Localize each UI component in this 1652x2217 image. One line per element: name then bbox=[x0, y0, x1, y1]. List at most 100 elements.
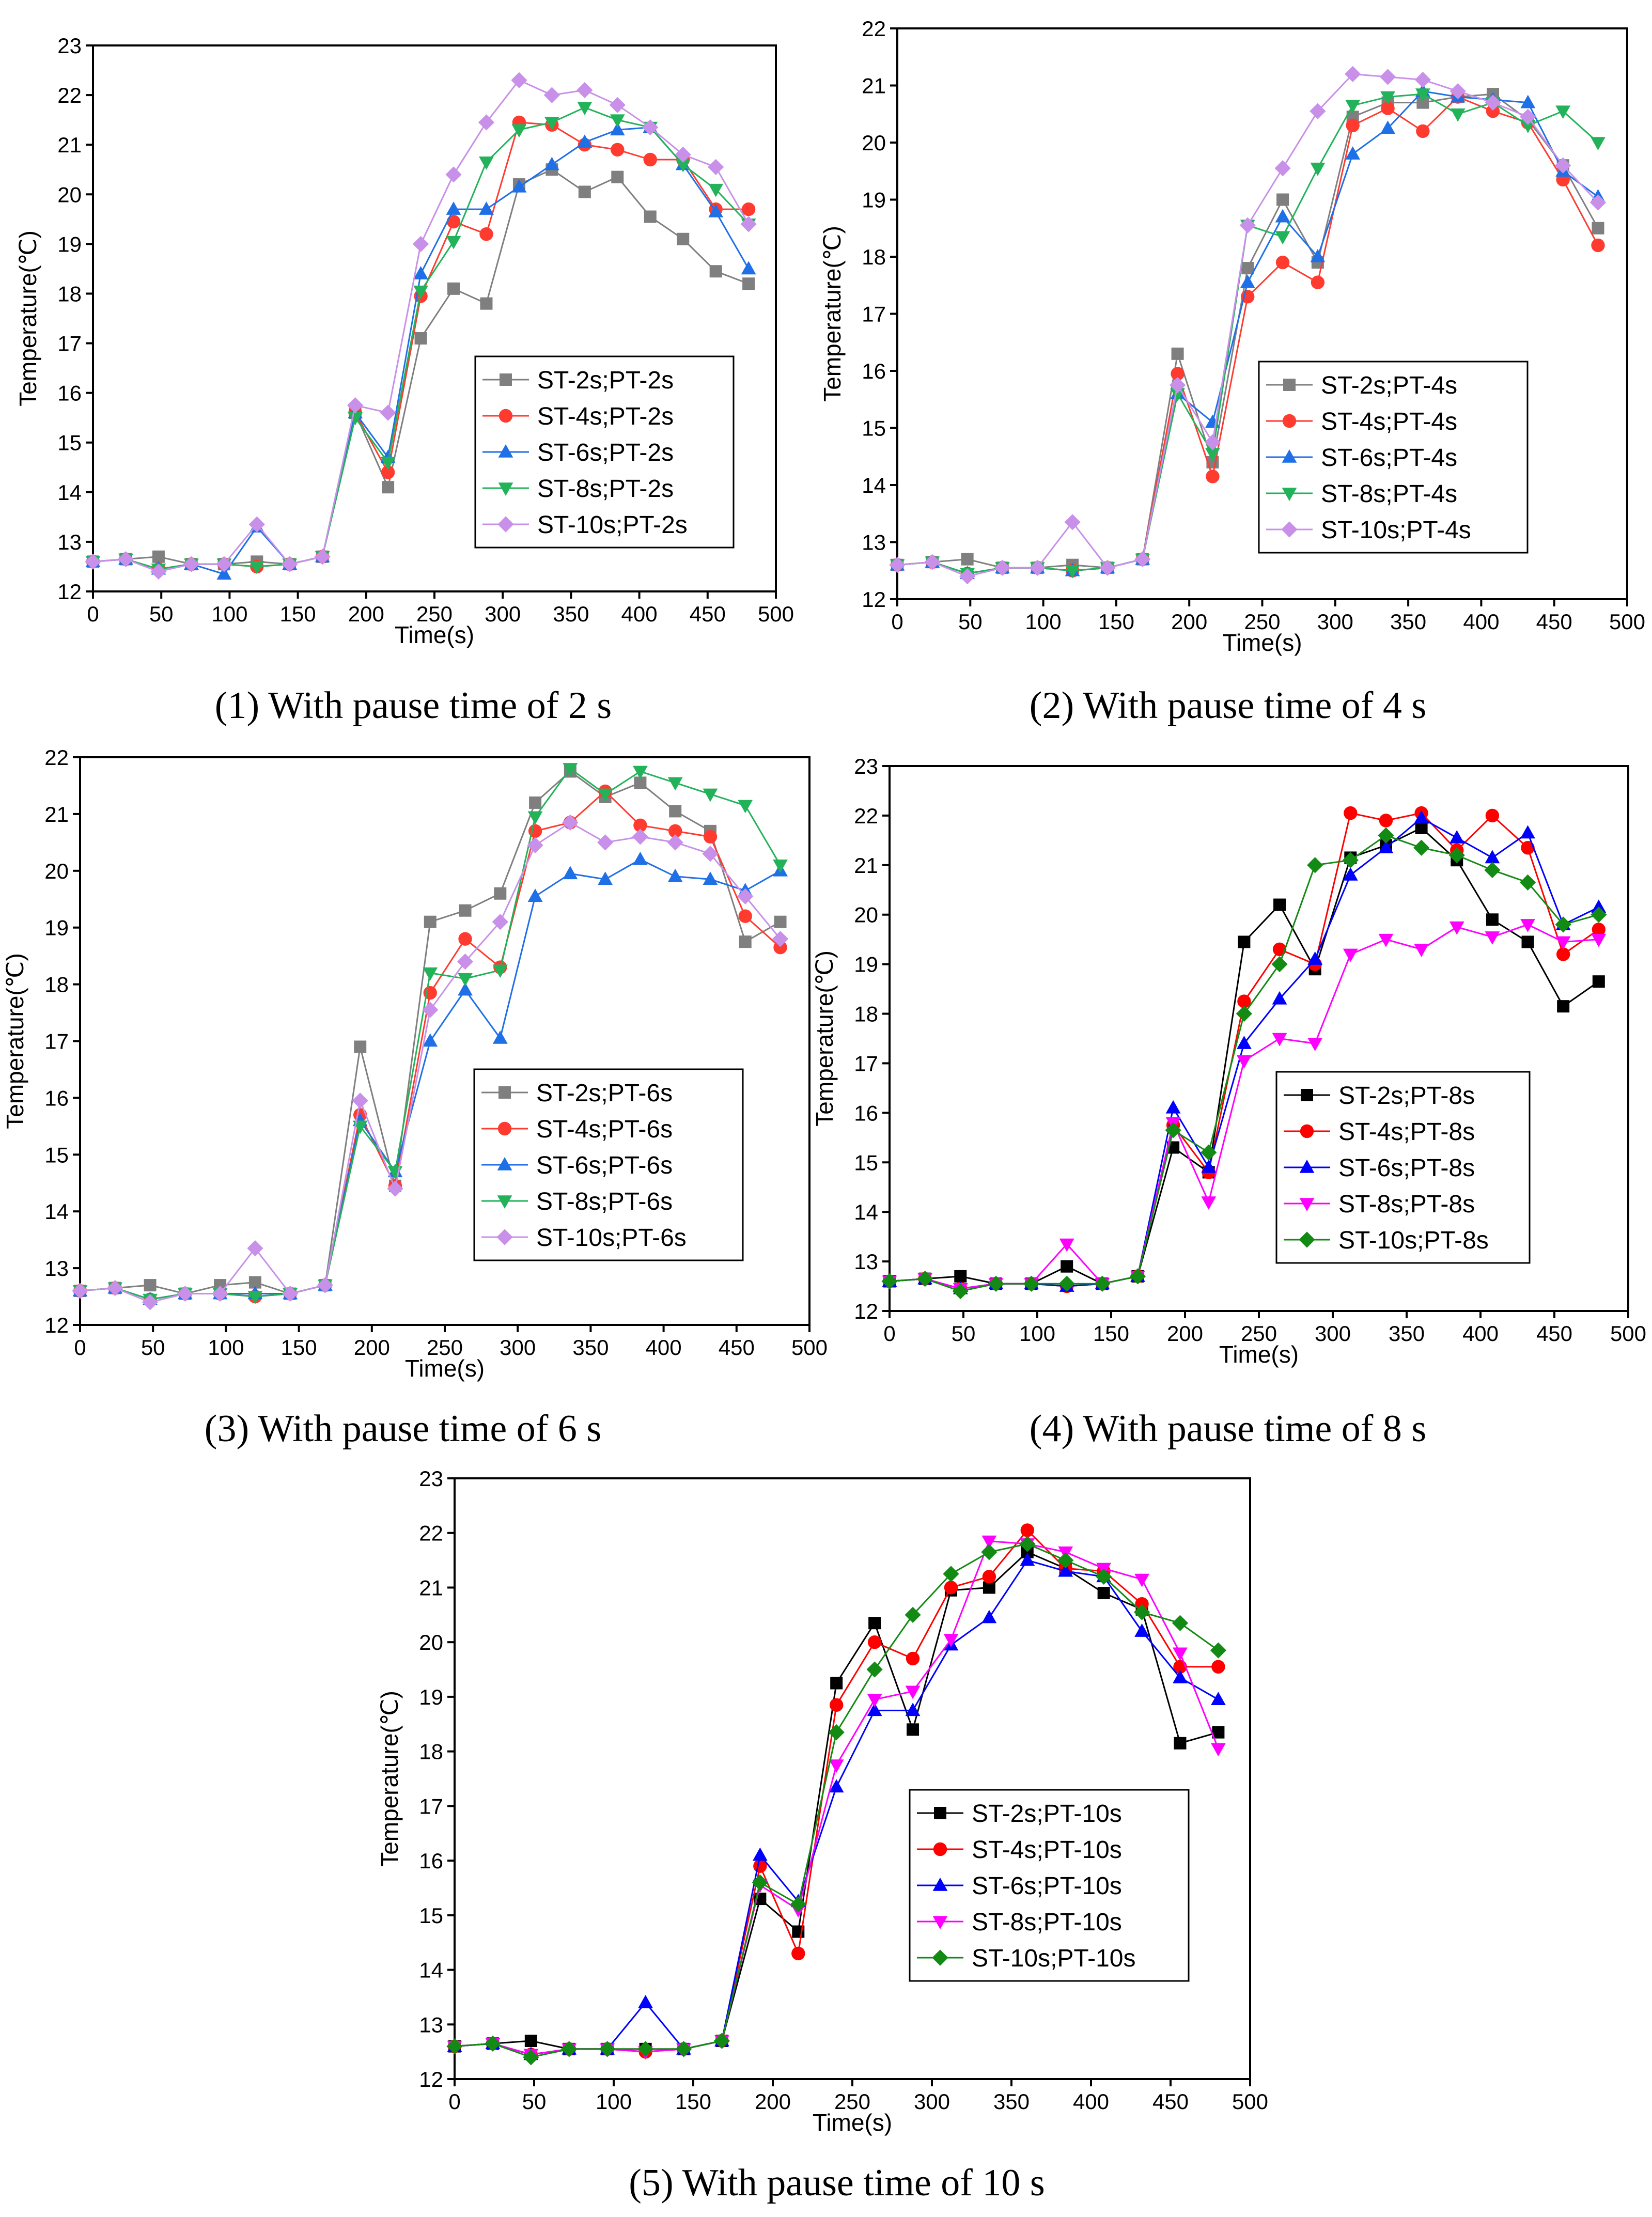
y-axis-title: Temperature(℃) bbox=[14, 230, 41, 407]
data-point bbox=[1413, 839, 1430, 856]
data-point bbox=[1165, 1100, 1181, 1114]
x-tick-label: 0 bbox=[87, 602, 99, 626]
data-point bbox=[1555, 916, 1571, 933]
data-point bbox=[668, 824, 682, 838]
data-point bbox=[740, 216, 757, 232]
data-point bbox=[633, 818, 647, 833]
data-point bbox=[702, 846, 719, 862]
data-point bbox=[1591, 137, 1606, 150]
data-point bbox=[924, 554, 941, 570]
data-point bbox=[611, 143, 625, 157]
data-point bbox=[1273, 898, 1286, 911]
data-point bbox=[611, 170, 624, 183]
data-point bbox=[446, 2038, 463, 2055]
data-point bbox=[866, 1661, 883, 1678]
data-point bbox=[667, 868, 683, 882]
legend-label: ST-6s;PT-8s bbox=[1338, 1154, 1475, 1182]
x-tick-label: 400 bbox=[646, 1335, 682, 1360]
data-point bbox=[458, 982, 473, 996]
data-point bbox=[347, 397, 364, 414]
legend-label: ST-8s;PT-6s bbox=[536, 1188, 673, 1215]
data-point bbox=[1211, 1743, 1226, 1757]
data-point bbox=[1134, 1623, 1149, 1637]
data-point bbox=[561, 2041, 578, 2057]
data-point bbox=[1591, 238, 1605, 253]
data-point bbox=[492, 964, 508, 978]
legend-label: ST-10s;PT-8s bbox=[1338, 1227, 1489, 1254]
data-point bbox=[424, 915, 437, 928]
data-point bbox=[1414, 810, 1429, 824]
y-tick-label: 15 bbox=[419, 1903, 443, 1928]
data-point bbox=[1276, 193, 1289, 206]
y-tick-label: 21 bbox=[57, 133, 82, 157]
data-point bbox=[1592, 923, 1606, 936]
data-point bbox=[1211, 1660, 1225, 1674]
data-point bbox=[458, 932, 472, 946]
data-point bbox=[703, 788, 718, 802]
data-point bbox=[1020, 1552, 1035, 1566]
data-point bbox=[152, 550, 165, 563]
legend-marker bbox=[932, 1949, 948, 1966]
series-ST-10s;PT-8s bbox=[881, 827, 1607, 1300]
data-point bbox=[414, 332, 427, 345]
data-point bbox=[479, 227, 493, 241]
data-point bbox=[1210, 1642, 1226, 1659]
data-point bbox=[348, 412, 363, 426]
data-point bbox=[598, 788, 613, 802]
data-point bbox=[1310, 249, 1326, 262]
chart-panel-4: 0 50 100 150 200 250 300 350 400 450 500 12 13 14 15 16… bbox=[811, 754, 1646, 1450]
legend: ST-2s;PT-6s ST-4s;PT-6s ST-6s;PT-6s ST-8s;P… bbox=[473, 1068, 744, 1261]
data-point bbox=[480, 297, 493, 310]
y-tick-label: 12 bbox=[862, 587, 886, 612]
data-point bbox=[1201, 1196, 1217, 1210]
data-point bbox=[314, 549, 331, 565]
x-tick-label: 50 bbox=[141, 1335, 165, 1360]
data-point bbox=[1239, 217, 1256, 233]
data-point bbox=[1061, 1260, 1073, 1273]
data-point bbox=[447, 282, 460, 295]
data-point bbox=[1097, 1587, 1110, 1600]
y-tick-label: 20 bbox=[57, 182, 82, 207]
data-point bbox=[317, 1277, 334, 1293]
data-point bbox=[1274, 160, 1291, 177]
data-point bbox=[675, 2041, 692, 2057]
x-tick-label: 150 bbox=[280, 602, 316, 626]
data-point bbox=[527, 811, 543, 825]
data-point bbox=[610, 114, 625, 128]
data-point bbox=[354, 1040, 367, 1053]
data-point bbox=[212, 1285, 228, 1302]
data-point bbox=[352, 1092, 368, 1109]
data-point bbox=[943, 1634, 959, 1647]
x-tick-label: 450 bbox=[1152, 2089, 1189, 2114]
data-point bbox=[1099, 559, 1116, 576]
data-point bbox=[1058, 1563, 1073, 1577]
data-point bbox=[1205, 448, 1220, 462]
data-point bbox=[1171, 367, 1185, 381]
data-point bbox=[669, 805, 682, 818]
legend-label: ST-6s;PT-6s bbox=[536, 1152, 673, 1179]
data-point bbox=[216, 566, 232, 580]
data-point bbox=[1485, 95, 1501, 111]
data-point bbox=[562, 814, 579, 831]
x-tick-label: 250 bbox=[834, 2089, 870, 2114]
chart-panel-5: 0 50 100 150 200 250 300 350 400 450 500 12 13 14 15 16… bbox=[376, 1466, 1268, 2204]
data-point bbox=[1029, 559, 1046, 576]
y-tick-label: 17 bbox=[44, 1029, 69, 1054]
data-point bbox=[774, 915, 787, 928]
data-point bbox=[1058, 1275, 1075, 1292]
x-tick-label: 200 bbox=[354, 1335, 390, 1360]
data-point bbox=[1133, 1604, 1150, 1620]
data-point bbox=[1519, 874, 1536, 891]
legend-label: ST-4s;PT-4s bbox=[1321, 408, 1457, 435]
y-tick-label: 23 bbox=[57, 34, 82, 58]
data-point bbox=[1236, 1005, 1252, 1022]
x-tick-label: 250 bbox=[1244, 610, 1280, 634]
data-point bbox=[423, 967, 438, 981]
x-tick-label: 0 bbox=[891, 610, 903, 634]
data-point bbox=[1134, 1573, 1149, 1587]
legend-label: ST-2s;PT-2s bbox=[537, 367, 674, 394]
y-tick-label: 17 bbox=[854, 1051, 878, 1075]
data-point bbox=[423, 1033, 438, 1047]
data-point bbox=[1414, 71, 1431, 88]
x-tick-label: 50 bbox=[958, 610, 983, 634]
